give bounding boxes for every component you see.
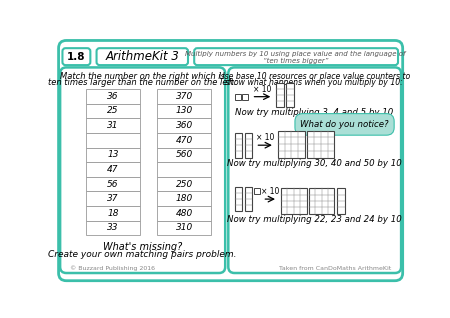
Text: 1.8: 1.8 — [67, 52, 86, 62]
FancyBboxPatch shape — [60, 67, 225, 273]
Bar — [157, 191, 211, 206]
Bar — [157, 118, 211, 133]
Bar — [281, 188, 306, 214]
Text: 31: 31 — [107, 121, 119, 130]
Text: Match the number on the right which is: Match the number on the right which is — [60, 72, 225, 81]
Bar — [86, 177, 140, 191]
Bar — [307, 131, 334, 157]
Bar — [287, 83, 294, 107]
Bar — [86, 118, 140, 133]
FancyBboxPatch shape — [63, 48, 90, 65]
Text: ten times larger than the number on the left:: ten times larger than the number on the … — [48, 78, 237, 87]
Bar — [86, 191, 140, 206]
Bar — [86, 148, 140, 162]
Text: 480: 480 — [176, 209, 193, 218]
Text: × 10: × 10 — [253, 85, 272, 93]
Text: 36: 36 — [107, 92, 119, 101]
Text: 25: 25 — [107, 107, 119, 115]
Text: © Buzzard Publishing 2016: © Buzzard Publishing 2016 — [70, 266, 155, 271]
Bar — [86, 133, 140, 148]
Text: What do you notice?: What do you notice? — [300, 120, 389, 129]
Bar — [242, 93, 248, 100]
Text: 360: 360 — [176, 121, 193, 130]
Text: Now try multiplying 22, 23 and 24 by 10: Now try multiplying 22, 23 and 24 by 10 — [227, 215, 402, 225]
Text: 250: 250 — [176, 180, 193, 189]
Text: 470: 470 — [176, 136, 193, 145]
Text: 560: 560 — [176, 150, 193, 159]
Text: 18: 18 — [107, 209, 119, 218]
Text: 47: 47 — [107, 165, 119, 174]
Bar — [86, 206, 140, 221]
Bar — [86, 89, 140, 104]
Bar — [309, 188, 334, 214]
Text: 130: 130 — [176, 107, 193, 115]
Bar — [276, 83, 284, 107]
Text: Now try multiplying 3, 4 and 5 by 10: Now try multiplying 3, 4 and 5 by 10 — [235, 107, 393, 117]
Text: Now try multiplying 30, 40 and 50 by 10: Now try multiplying 30, 40 and 50 by 10 — [227, 159, 402, 168]
Text: 33: 33 — [107, 224, 119, 232]
Text: What's missing?: What's missing? — [103, 242, 182, 252]
Text: 37: 37 — [107, 194, 119, 203]
Bar — [234, 93, 241, 100]
Bar — [157, 206, 211, 221]
Text: × 10: × 10 — [256, 133, 274, 142]
Bar — [245, 133, 252, 157]
Bar — [86, 221, 140, 235]
Bar — [337, 188, 345, 214]
Bar — [278, 131, 305, 157]
Text: “ten times bigger”: “ten times bigger” — [263, 58, 328, 64]
Text: 370: 370 — [176, 92, 193, 101]
FancyBboxPatch shape — [194, 48, 398, 65]
Bar — [86, 104, 140, 118]
Bar — [157, 162, 211, 177]
Text: Use base 10 resources or place value counters to: Use base 10 resources or place value cou… — [219, 72, 410, 81]
Text: Multiply numbers by 10 using place value and the language of: Multiply numbers by 10 using place value… — [185, 51, 406, 57]
Bar — [157, 177, 211, 191]
Bar — [157, 89, 211, 104]
Bar — [157, 133, 211, 148]
Bar — [157, 221, 211, 235]
FancyBboxPatch shape — [295, 114, 394, 135]
Bar — [86, 162, 140, 177]
Bar — [245, 187, 252, 211]
Text: ArithmeKit 3: ArithmeKit 3 — [105, 50, 179, 63]
Bar — [157, 148, 211, 162]
Bar — [157, 104, 211, 118]
Text: 56: 56 — [107, 180, 119, 189]
Bar — [254, 188, 260, 194]
Text: show what happens when you multiply by 10:: show what happens when you multiply by 1… — [225, 78, 403, 87]
Text: 310: 310 — [176, 224, 193, 232]
Bar — [234, 187, 242, 211]
Text: Taken from CanDoMaths ArithmeKit: Taken from CanDoMaths ArithmeKit — [279, 266, 391, 271]
FancyBboxPatch shape — [58, 40, 403, 281]
Bar — [234, 133, 242, 157]
Text: 180: 180 — [176, 194, 193, 203]
Text: × 10: × 10 — [261, 187, 279, 196]
Text: 13: 13 — [107, 150, 119, 159]
FancyBboxPatch shape — [228, 67, 401, 273]
FancyBboxPatch shape — [97, 48, 188, 65]
Text: Create your own matching pairs problem.: Create your own matching pairs problem. — [48, 250, 237, 259]
